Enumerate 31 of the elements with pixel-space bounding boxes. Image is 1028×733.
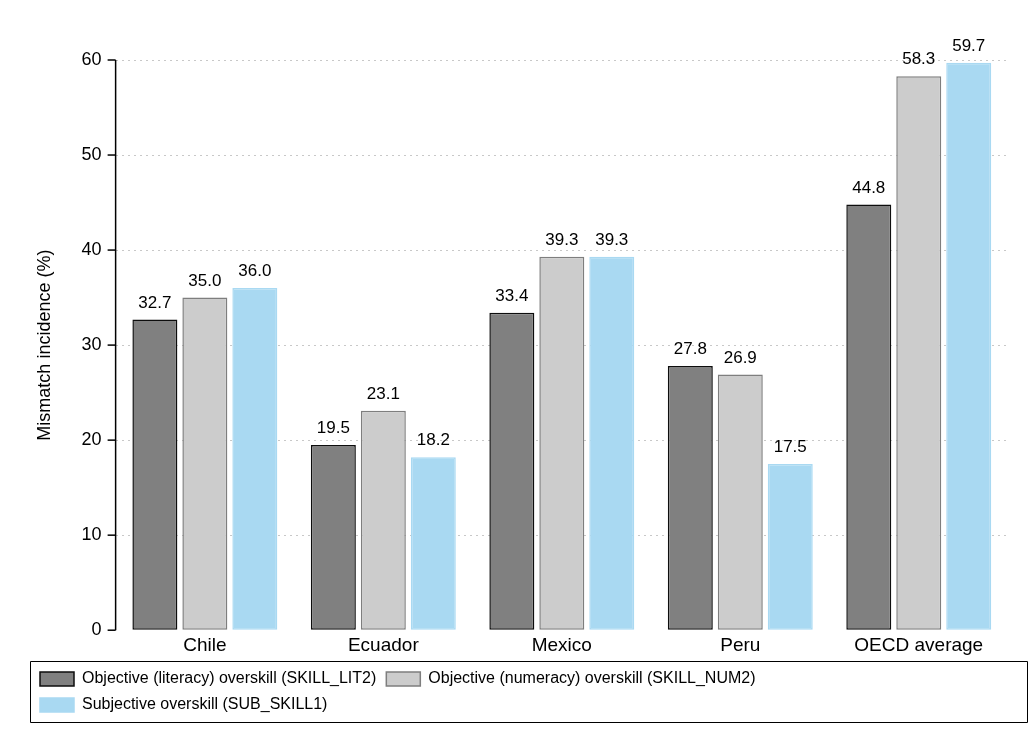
y-tick-label: 40 [81, 239, 102, 260]
x-tick-label: Chile [183, 633, 227, 655]
data-label: 39.3 [545, 229, 579, 249]
data-label: 35.0 [188, 270, 222, 290]
data-label: 39.3 [595, 229, 629, 249]
legend-label: Objective (literacy) overskill (SKILL_LIT2) [82, 669, 377, 688]
data-label: 26.9 [723, 347, 757, 367]
data-label: 36.0 [238, 261, 272, 281]
y-tick-label: 30 [81, 334, 102, 355]
y-tick-label: 60 [81, 48, 102, 69]
x-tick-label: OECD average [854, 633, 984, 655]
y-tick-label: 50 [81, 144, 102, 164]
y-tick-label: 10 [81, 524, 102, 545]
legend-label: Objective (numeracy) overskill (SKILL_NUM2) [428, 669, 756, 688]
data-label: 17.5 [773, 437, 807, 457]
data-label: 32.7 [138, 292, 172, 312]
y-tick-label: 0 [91, 619, 102, 640]
x-tick-label: Peru [720, 633, 761, 655]
y-axis-title: Mismatch incidence (%) [33, 249, 54, 441]
legend-label: Subjective overskill (SUB_SKILL1) [82, 695, 328, 714]
x-tick-label: Mexico [531, 633, 592, 655]
data-label: 23.1 [366, 383, 400, 403]
data-label: 58.3 [902, 49, 936, 69]
y-tick-label: 20 [81, 429, 102, 450]
x-tick-label: Ecuador [347, 633, 420, 655]
data-label: 19.5 [316, 418, 350, 438]
data-label: 18.2 [416, 430, 450, 450]
data-label: 33.4 [495, 285, 529, 305]
data-label: 59.7 [952, 36, 986, 56]
data-label: 27.8 [673, 339, 707, 359]
data-label: 44.8 [852, 177, 886, 197]
